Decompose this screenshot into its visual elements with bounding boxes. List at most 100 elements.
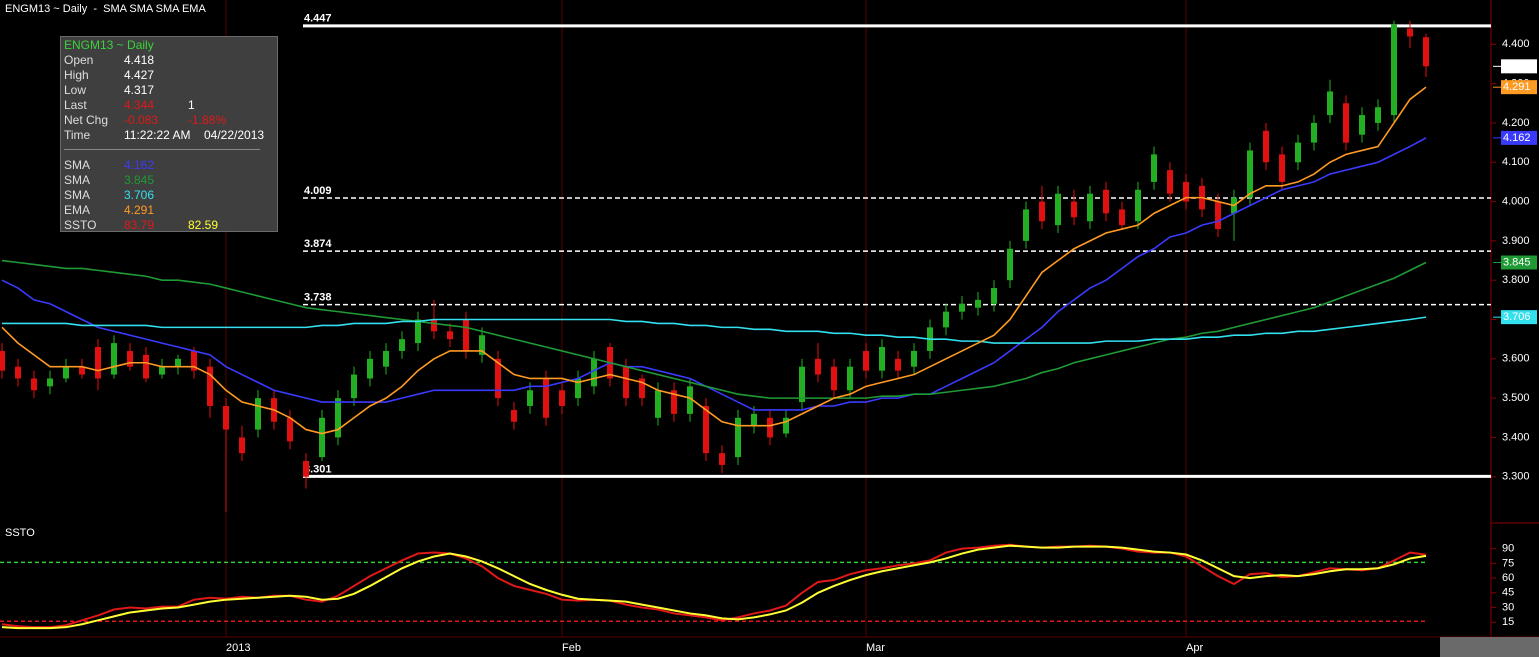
level-label: 3.874	[304, 238, 332, 250]
panel-separator	[64, 149, 260, 150]
panel-row: SMA 3.845	[64, 173, 274, 188]
scroll-handle[interactable]	[1440, 637, 1539, 657]
candle-body	[943, 311, 949, 328]
candle-body	[959, 303, 965, 312]
candle-body	[15, 366, 21, 379]
panel-row: Open 4.418	[64, 53, 274, 68]
value-tag	[1501, 59, 1537, 74]
candle-body	[975, 299, 981, 308]
candle-body	[1391, 24, 1397, 116]
y-tick-label: 3.900	[1502, 235, 1530, 247]
value-tag	[1501, 130, 1537, 145]
candle-body	[655, 390, 661, 418]
field-value: 4.162	[124, 158, 155, 172]
oscillator-line	[1, 543, 1427, 629]
info-panel: ENGM13 ~ Daily Open 4.418 High 4.427 Low 4.…	[60, 36, 278, 232]
candle-body	[255, 398, 261, 430]
candle-body	[1423, 37, 1429, 67]
y-tick-label: 4.000	[1502, 195, 1530, 207]
candle-body	[431, 319, 437, 332]
candle-body	[911, 350, 917, 367]
y-tick-label: 15	[1502, 616, 1514, 628]
candle-body	[1263, 130, 1269, 163]
candle-body	[735, 417, 741, 458]
candle-body	[31, 378, 37, 391]
indicator-line	[2, 316, 1427, 344]
candle-body	[1055, 193, 1061, 226]
x-tick-label: 2013	[226, 642, 250, 654]
candle-body	[319, 417, 325, 458]
candle-body	[175, 358, 181, 367]
y-tick-label: 75	[1502, 557, 1514, 569]
panel-row: EMA 4.291	[64, 203, 274, 218]
value-tag-label: 3.845	[1503, 256, 1531, 268]
candle-body	[559, 390, 565, 406]
field-value: -1.88%	[188, 113, 227, 127]
candle-body	[1007, 248, 1013, 281]
candle-body	[111, 343, 117, 375]
panel-row: Net Chg -0.083 -1.88%	[64, 113, 274, 128]
candle-body	[447, 331, 453, 340]
value-tag-label: 4.291	[1503, 81, 1531, 93]
candle-body	[1215, 201, 1221, 230]
field-label: SMA	[64, 173, 91, 187]
candle-body	[1375, 107, 1381, 123]
candle-body	[47, 378, 53, 387]
panel-row: SMA 3.706	[64, 188, 274, 203]
candle-body	[1135, 189, 1141, 222]
candle-body	[1119, 209, 1125, 226]
candle-body	[95, 347, 101, 379]
candle-body	[351, 374, 357, 399]
x-tick-label: Apr	[1186, 642, 1203, 654]
y-tick-label: 90	[1502, 543, 1514, 555]
level-label: 4.447	[304, 13, 332, 25]
panel-row: Low 4.317	[64, 83, 274, 98]
candle-body	[639, 378, 645, 399]
field-label: Net Chg	[64, 113, 109, 127]
candle-body	[367, 358, 373, 379]
field-label: SMA	[64, 158, 91, 172]
candle-body	[527, 390, 533, 406]
candle-body	[623, 366, 629, 399]
field-value: 3.845	[124, 173, 155, 187]
candle-body	[1103, 189, 1109, 214]
candle-body	[239, 437, 245, 454]
field-value: 04/22/2013	[204, 128, 265, 142]
level-label: 3.738	[304, 291, 332, 303]
candle-body	[383, 350, 389, 367]
axis-area: 2013FebMarApr4.4004.3004.2004.1004.0003.…	[226, 38, 1537, 654]
field-value: 11:22:22 AM	[124, 128, 191, 142]
candle-body	[1167, 170, 1173, 194]
field-value: 4.427	[124, 68, 155, 82]
indicator-line	[1, 137, 1427, 411]
field-value: 83.79	[124, 218, 155, 232]
candle-body	[511, 409, 517, 422]
value-tag-label: 4.162	[1503, 132, 1531, 144]
panel-row: SSTO 83.79 82.59	[64, 218, 274, 233]
candle-body	[127, 350, 133, 367]
candle-body	[591, 358, 597, 387]
candle-body	[207, 366, 213, 406]
field-label: Time	[64, 128, 91, 142]
y-tick-label: 3.800	[1502, 274, 1530, 286]
candle-body	[703, 405, 709, 454]
candle-body	[575, 378, 581, 399]
field-label: EMA	[64, 203, 91, 217]
y-tick-label: 4.100	[1502, 156, 1530, 168]
candle-body	[1407, 28, 1413, 37]
panel-row: SMA 4.162	[64, 158, 274, 173]
field-value: 3.706	[124, 188, 155, 202]
candle-body	[63, 366, 69, 379]
y-tick-label: 3.400	[1502, 431, 1530, 443]
candle-body	[783, 417, 789, 434]
field-value: -0.083	[124, 113, 159, 127]
y-tick-label: 3.600	[1502, 353, 1530, 365]
candle-body	[79, 366, 85, 375]
candle-body	[1023, 209, 1029, 241]
candle-body	[1311, 122, 1317, 143]
candle-body	[543, 378, 549, 418]
panel-row: High 4.427	[64, 68, 274, 83]
candle-body	[415, 319, 421, 344]
field-label: SMA	[64, 188, 91, 202]
